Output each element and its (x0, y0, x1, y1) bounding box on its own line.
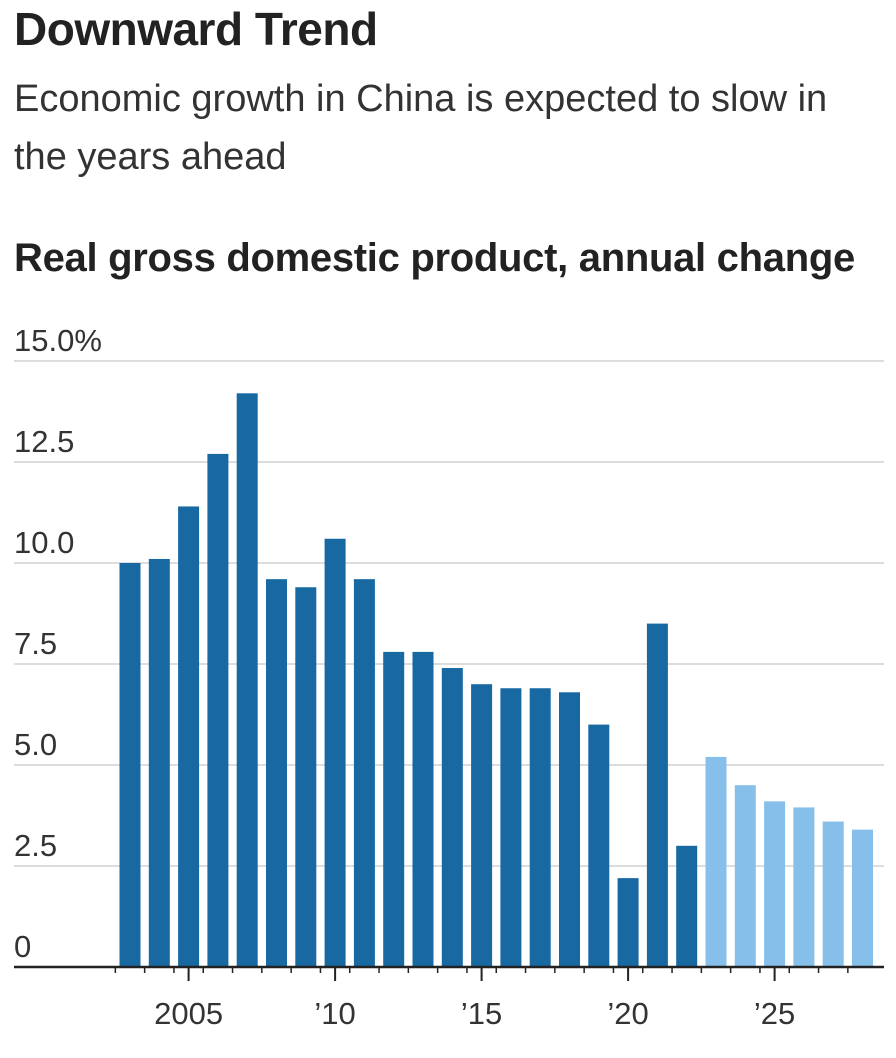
bar-actual-2005 (178, 506, 200, 967)
y-tick-label: 5.0 (14, 727, 57, 762)
bar-forecast-2027 (822, 821, 844, 967)
bar-actual-2017 (529, 688, 551, 967)
x-axis-labels: 2005 ’10 ’15 ’20 ’25 (154, 996, 795, 1031)
bar-actual-2014 (441, 668, 463, 967)
x-tick-label: ’10 (314, 996, 355, 1031)
bar-actual-2008 (266, 579, 287, 967)
bar-actual-2018 (559, 692, 580, 967)
bar-forecast-2024 (734, 785, 756, 967)
x-tick-label: ’20 (607, 996, 648, 1031)
chart-subtitle: Economic growth in China is expected to … (14, 78, 828, 178)
y-tick-label: 12.5 (14, 424, 74, 459)
bar-actual-2021 (646, 623, 668, 967)
bar-forecast-2025 (764, 801, 786, 967)
bar-actual-2013 (412, 651, 434, 967)
bars (119, 393, 873, 967)
bar-actual-2019 (588, 724, 610, 967)
y-axis-labels: 0 2.5 5.0 7.5 10.0 12.5 15.0% (14, 323, 102, 964)
bar-actual-2020 (617, 878, 639, 967)
x-tick-label: ’15 (461, 996, 502, 1031)
bar-actual-2006 (207, 453, 229, 967)
y-tick-label: 2.5 (14, 828, 57, 863)
x-tick-label: ’25 (754, 996, 795, 1031)
bar-actual-2004 (148, 558, 170, 967)
bar-forecast-2023 (705, 756, 727, 967)
bar-actual-2012 (383, 651, 405, 967)
bar-actual-2007 (236, 393, 258, 967)
y-tick-label: 10.0 (14, 525, 74, 560)
bar-actual-2003 (119, 563, 141, 967)
y-tick-label: 0 (14, 929, 31, 964)
x-tick-label: 2005 (154, 996, 223, 1031)
bar-actual-2015 (471, 684, 493, 967)
bar-actual-2016 (500, 688, 522, 967)
x-axis (14, 965, 884, 981)
bar-forecast-2026 (793, 807, 815, 967)
bar-actual-2011 (353, 579, 375, 967)
bar-forecast-2028 (852, 829, 873, 967)
y-tick-label: 7.5 (14, 626, 57, 661)
bar-actual-2009 (295, 587, 317, 967)
chart-heading: Real gross domestic product, annual chan… (14, 236, 855, 280)
bar-actual-2010 (324, 538, 346, 967)
bar-actual-2022 (676, 845, 698, 967)
chart-title: Downward Trend (14, 3, 378, 55)
y-tick-label: 15.0% (14, 323, 102, 358)
